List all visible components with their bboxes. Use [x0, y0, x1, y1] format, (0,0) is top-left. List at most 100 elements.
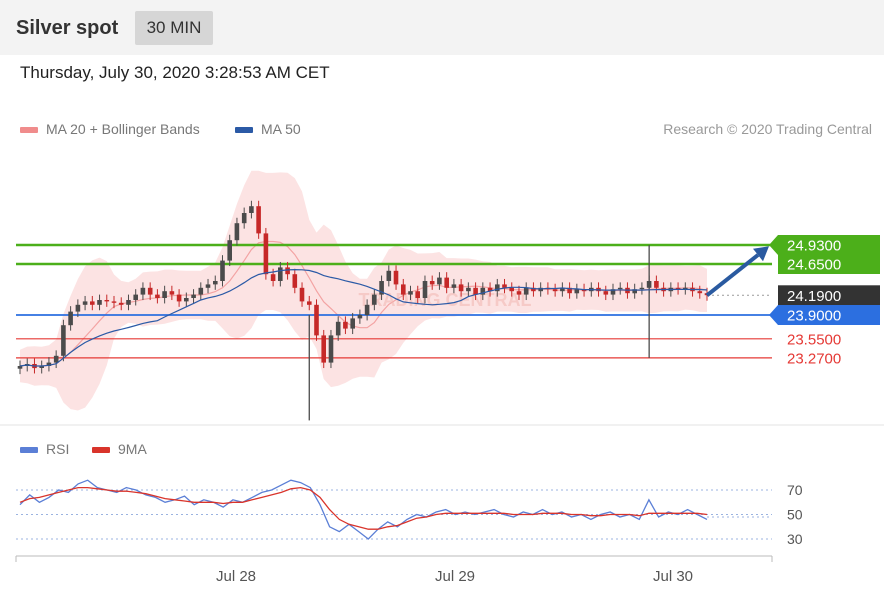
price-label-resistance: 24.9300: [787, 238, 841, 255]
candle-body: [401, 284, 406, 295]
candle-body: [220, 260, 225, 281]
candle-body: [617, 287, 623, 290]
candle-body: [393, 270, 399, 285]
ma50-line: [19, 268, 708, 367]
candle-body: [140, 287, 146, 295]
legend-rsi: RSI: [20, 441, 69, 457]
rsi-9ma-line: [19, 486, 708, 530]
legend-bollinger-label: MA 20 + Bollinger Bands: [46, 121, 200, 137]
price-label-bg: [778, 285, 880, 306]
chart-header: Silver spot 30 MIN: [0, 0, 884, 55]
candle-body: [487, 287, 493, 292]
candle-body: [632, 289, 637, 294]
candle-body: [335, 321, 341, 336]
bollinger-swatch: [20, 127, 38, 134]
price-label-resistance: 24.6500: [787, 257, 841, 274]
candle-body: [683, 287, 688, 290]
candle-body: [270, 274, 276, 281]
candle-body: [639, 287, 645, 290]
candle-body: [466, 287, 471, 292]
rsi-line: [19, 479, 708, 540]
candle-body: [97, 300, 102, 305]
candle-body: [502, 284, 507, 288]
instrument-title: Silver spot: [16, 17, 119, 39]
price-label-bg: [778, 235, 880, 255]
candle-body: [285, 267, 290, 275]
candle-body: [205, 284, 211, 288]
candle-body: [495, 284, 500, 292]
candle-body: [184, 298, 189, 302]
candle-body: [147, 287, 153, 295]
research-credit: Research © 2020 Trading Central: [663, 121, 872, 137]
candle-body: [523, 287, 529, 295]
price-label-pointer: [769, 234, 778, 255]
candle-body: [46, 362, 52, 366]
candle-body: [176, 294, 182, 302]
candle-body: [415, 291, 420, 298]
candle-body: [169, 291, 175, 295]
candle-body: [126, 300, 131, 305]
candle-body: [574, 289, 580, 294]
ma50-swatch: [235, 127, 253, 134]
candle-body: [256, 206, 261, 234]
candle-body: [17, 366, 23, 369]
candle-body: [263, 233, 269, 275]
price-label-last: 24.1900: [787, 288, 841, 305]
candle-body: [451, 284, 457, 288]
watermark: TRADING CENTRAL: [359, 290, 532, 310]
rsi-tick-label: 30: [787, 531, 803, 547]
x-tick-label: Jul 28: [216, 568, 256, 585]
candle-body: [372, 294, 377, 305]
rsi-swatch: [20, 447, 38, 454]
x-tick-label: Jul 30: [653, 568, 693, 585]
candle-body: [191, 294, 196, 298]
candle-body: [213, 281, 218, 285]
candle-body: [82, 301, 88, 305]
candle-body: [429, 281, 435, 285]
candle-body: [437, 277, 442, 285]
legend-9ma: 9MA: [92, 441, 147, 457]
candle-body: [133, 294, 138, 300]
candle-body: [357, 315, 363, 319]
candle-body: [292, 274, 298, 288]
candle-body: [386, 270, 392, 281]
legend-rsi-label: RSI: [46, 441, 70, 457]
candle-body: [227, 240, 232, 261]
candle-body: [675, 287, 681, 290]
candle-body: [531, 287, 536, 292]
candle-body: [198, 287, 204, 295]
candle-body: [654, 281, 659, 288]
candle-body: [567, 287, 572, 294]
legend-ma50: MA 50: [235, 121, 301, 137]
ma9-swatch: [92, 447, 110, 454]
timeframe-badge[interactable]: 30 MIN: [135, 11, 213, 45]
rsi-tick-label: 50: [787, 507, 803, 523]
candle-body: [90, 301, 95, 305]
projection-arrowhead: [753, 246, 769, 262]
candle-body: [307, 301, 312, 305]
price-label-pivot: 23.9000: [787, 308, 841, 325]
candle-body: [603, 291, 609, 295]
timestamp: Thursday, July 30, 2020 3:28:53 AM CET: [20, 63, 330, 82]
price-label-support: 23.2700: [787, 350, 841, 367]
candle-body: [75, 304, 81, 312]
price-label-pointer: [769, 305, 778, 325]
candle-body: [111, 301, 117, 303]
candle-body: [379, 281, 384, 295]
legend-ma50-label: MA 50: [261, 121, 301, 137]
candle-body: [538, 287, 543, 292]
candle-body: [697, 291, 703, 294]
candle-body: [444, 277, 449, 288]
candle-body: [162, 291, 167, 298]
candle-body: [249, 206, 254, 213]
candle-body: [61, 325, 66, 356]
candle-body: [278, 267, 283, 281]
candle-body: [53, 355, 59, 363]
bollinger-band: [20, 170, 707, 411]
x-tick-label: Jul 29: [435, 568, 475, 585]
price-label-bg: [778, 305, 880, 325]
candle-body: [350, 318, 355, 329]
candle-body: [118, 302, 124, 305]
rsi-tick-label: 70: [787, 482, 803, 498]
projection-arrow: [705, 253, 760, 297]
